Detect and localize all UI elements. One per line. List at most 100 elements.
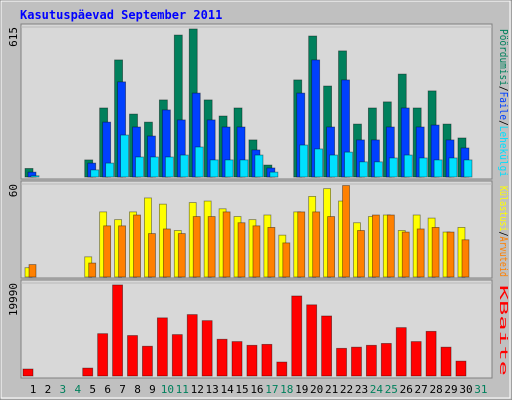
bar (105, 162, 115, 178)
x-tick-label: 10 (161, 383, 174, 396)
bar (321, 315, 333, 377)
bar (127, 335, 138, 377)
bar (246, 344, 258, 377)
x-tick-label: 12 (191, 383, 204, 396)
bar (373, 161, 383, 178)
legend: Pöördumisi/Faile/Lehekülgi (497, 29, 510, 177)
x-tick-label: 20 (310, 383, 323, 396)
bar (455, 360, 467, 377)
legend: Külastusi/Arvuteid (497, 186, 510, 277)
x-tick-label: 27 (415, 383, 428, 396)
bar (112, 284, 123, 377)
x-tick-label: 2 (45, 383, 52, 396)
bar (231, 341, 243, 377)
bar (22, 368, 34, 377)
bar (386, 214, 395, 278)
bar (261, 343, 273, 377)
bar (179, 154, 189, 178)
bar (314, 148, 324, 178)
bar (418, 157, 428, 178)
bar (306, 304, 318, 377)
bar (148, 233, 156, 278)
bar (82, 367, 94, 377)
x-tick-label: 14 (220, 383, 234, 396)
bar (28, 264, 37, 278)
x-tick-label: 29 (444, 383, 457, 396)
x-tick-label: 17 (265, 383, 278, 396)
bar (252, 225, 261, 278)
y-tick-label: 60 (7, 184, 20, 197)
y-tick-label: 19990 (7, 283, 20, 316)
bar (224, 159, 234, 178)
x-tick-label: 22 (340, 383, 353, 396)
x-tick-label: 18 (280, 383, 293, 396)
x-tick-label: 23 (355, 383, 368, 396)
bar (403, 154, 413, 178)
bar (433, 159, 443, 178)
bar (30, 175, 40, 178)
legend-entry: Lehekülgi (497, 126, 510, 177)
bar (401, 231, 410, 278)
bar (327, 216, 336, 278)
x-tick-label: 21 (325, 383, 338, 396)
bar (120, 134, 129, 178)
x-tick-label: 3 (60, 383, 67, 396)
bar (254, 154, 264, 178)
bar (312, 211, 321, 278)
bar (395, 327, 407, 377)
x-tick-label: 9 (149, 383, 156, 396)
bar (329, 154, 339, 178)
bar (282, 242, 291, 278)
bar (440, 346, 452, 377)
x-tick-label: 25 (385, 383, 398, 396)
bar (88, 262, 97, 278)
x-tick-label: 30 (459, 383, 472, 396)
bar (171, 334, 183, 377)
legend-entry: Pöördumisi (497, 29, 510, 86)
x-tick-label: 13 (206, 383, 219, 396)
bar (194, 146, 204, 178)
bar (365, 344, 377, 377)
x-tick-label: 31 (474, 383, 487, 396)
legend-entry: Faile (497, 92, 510, 120)
bar (207, 216, 216, 278)
bar (297, 211, 306, 278)
bar (344, 151, 353, 178)
bar (222, 211, 231, 278)
bar (299, 144, 309, 178)
bar (359, 161, 368, 178)
bar (371, 214, 380, 278)
bar (97, 333, 109, 377)
bar (186, 314, 198, 377)
x-tick-label: 6 (104, 383, 111, 396)
bar (269, 171, 279, 178)
bar (342, 185, 350, 278)
legend-entry: Külastusi (497, 186, 510, 232)
y-tick-label: 615 (7, 27, 20, 47)
legend-separator: / (497, 120, 510, 126)
bar (209, 159, 219, 178)
bar (150, 156, 159, 178)
bar (239, 159, 249, 178)
bar (177, 233, 186, 278)
legend: KBaite (497, 285, 510, 376)
x-tick-label: 26 (400, 383, 413, 396)
bar (276, 361, 288, 377)
x-tick-label: 7 (119, 383, 126, 396)
bar (291, 295, 303, 377)
bar (351, 346, 362, 377)
bar (133, 214, 141, 278)
bar (431, 226, 440, 278)
legend-entry: KBaite (497, 285, 510, 376)
bar (237, 222, 246, 278)
x-tick-label: 28 (429, 383, 442, 396)
bar (448, 157, 458, 178)
x-tick-label: 15 (235, 383, 248, 396)
bar (142, 345, 153, 377)
bar (388, 157, 398, 178)
legend-entry: Arvuteid (497, 237, 510, 277)
bar (461, 239, 470, 278)
bar (162, 228, 171, 278)
